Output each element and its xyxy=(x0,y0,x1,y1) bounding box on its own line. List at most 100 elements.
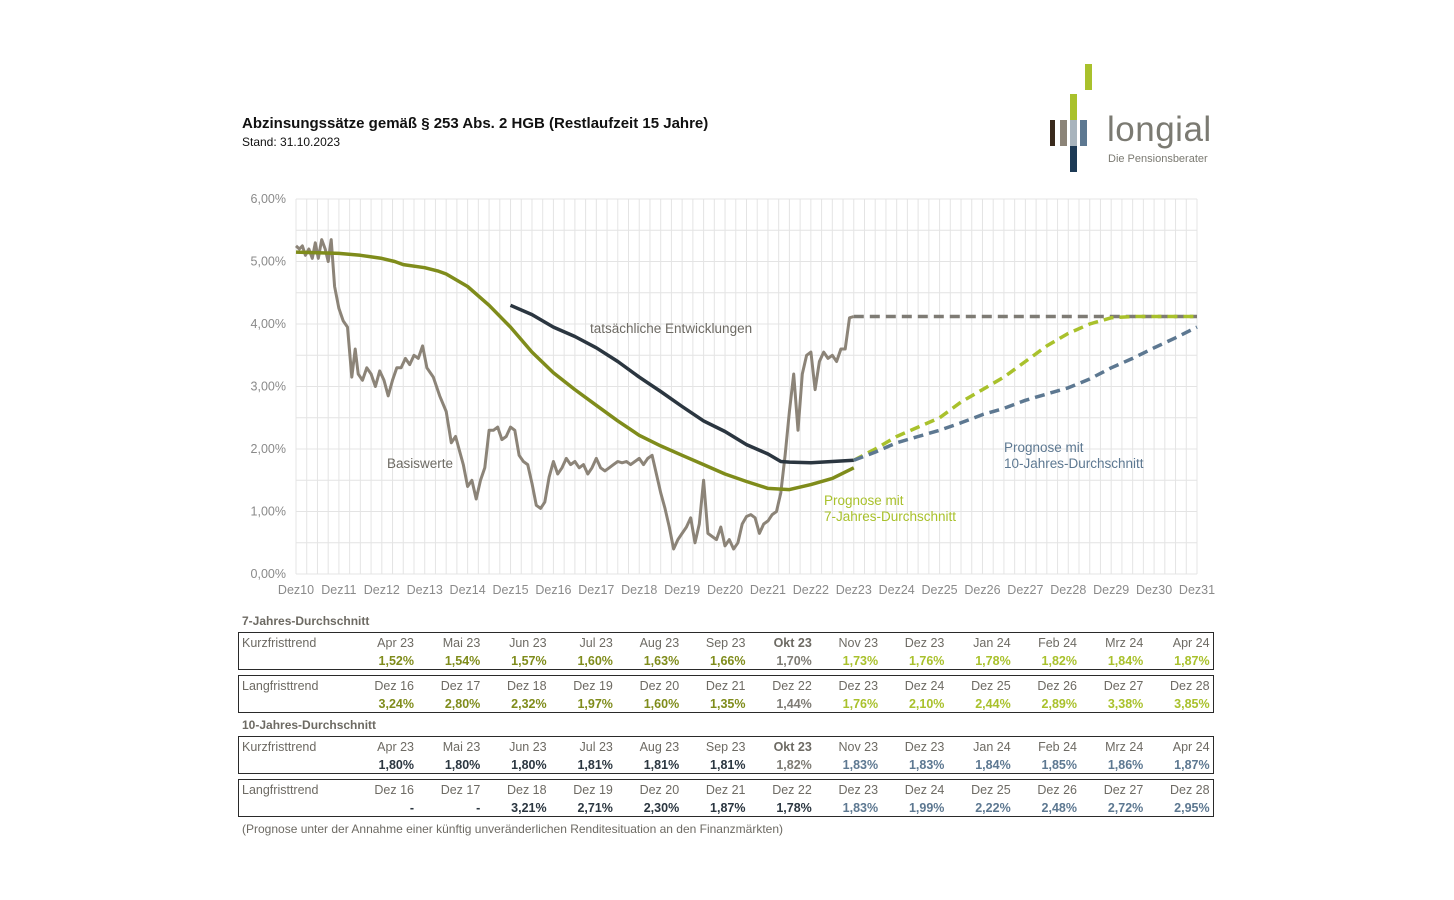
table-cell: 1,84% xyxy=(1107,654,1144,668)
table-cell: 1,80% xyxy=(378,758,414,772)
table-cell: 2,72% xyxy=(1107,801,1144,815)
x-tick-label: Dez26 xyxy=(964,583,1000,597)
annotation-prog7-line2: 7-Jahres-Durchschnitt xyxy=(824,509,956,524)
table-cell: 1,86% xyxy=(1107,758,1144,772)
longial-logo-icon xyxy=(1050,64,1092,172)
column-header: Apr 24 xyxy=(1172,740,1210,754)
logo-tagline: Die Pensionsberater xyxy=(1108,153,1208,165)
table-10y-short: Kurzfristtrend Apr 23 Mai 23 Jun 23 Jul 23 Au… xyxy=(238,736,1214,774)
column-header: Jun 23 xyxy=(509,740,547,754)
y-tick-label: 5,00% xyxy=(251,255,286,269)
section-title-7y: 7-Jahres-Durchschnitt xyxy=(242,614,370,628)
x-tick-label: Dez15 xyxy=(492,583,528,597)
table-cell: 1,52% xyxy=(378,654,414,668)
x-tick-label: Dez14 xyxy=(450,583,486,597)
column-header: Nov 23 xyxy=(838,740,879,754)
table-cell: 1,81% xyxy=(643,758,680,772)
table-7y-long: Langfristtrend Dez 16 Dez 17 Dez 18 Dez 19 De… xyxy=(238,675,1214,713)
table-cell: 1,87% xyxy=(1174,758,1210,772)
table-cell: 1,78% xyxy=(776,801,812,815)
column-header: Dez 28 xyxy=(1169,679,1210,693)
x-tick-label: Dez11 xyxy=(321,583,356,597)
column-header: Dez 25 xyxy=(971,783,1011,797)
column-header: Dez 17 xyxy=(440,679,481,693)
table-cell: 2,30% xyxy=(643,801,680,815)
column-header: Dez 28 xyxy=(1169,783,1210,797)
column-header: Dez 21 xyxy=(705,783,746,797)
x-tick-label: Dez17 xyxy=(578,583,614,597)
x-tick-label: Dez10 xyxy=(278,583,314,597)
column-header: Dez 25 xyxy=(971,679,1011,693)
y-tick-label: 2,00% xyxy=(251,442,286,456)
table-cell: 1,82% xyxy=(776,758,812,772)
annotation-basis: Basiswerte xyxy=(387,456,453,471)
y-tick-label: 0,00% xyxy=(251,567,286,581)
table-cell: 3,21% xyxy=(511,801,547,815)
y-tick-label: 1,00% xyxy=(251,505,286,519)
x-tick-label: Dez19 xyxy=(664,583,700,597)
table-cell: 1,87% xyxy=(710,801,746,815)
table-cell: 1,60% xyxy=(643,697,680,711)
column-header: Mai 23 xyxy=(442,636,481,650)
x-tick-label: Dez23 xyxy=(836,583,872,597)
chart-title: Abzinsungssätze gemäß § 253 Abs. 2 HGB (… xyxy=(242,115,709,132)
x-tick-label: Dez13 xyxy=(407,583,443,597)
column-header: Dez 22 xyxy=(772,783,812,797)
column-header: Dez 23 xyxy=(838,783,879,797)
column-header: Mrz 24 xyxy=(1105,740,1144,754)
annotation-prog10-line2: 10-Jahres-Durchschnitt xyxy=(1004,456,1144,471)
x-tick-label: Dez21 xyxy=(750,583,786,597)
x-tick-label: Dez16 xyxy=(535,583,571,597)
column-header: Dez 16 xyxy=(374,679,414,693)
column-header: Dez 23 xyxy=(904,636,945,650)
series-line-actual xyxy=(509,303,854,465)
table-cell: 1,78% xyxy=(975,654,1011,668)
column-header: Aug 23 xyxy=(639,636,680,650)
table-cell: 1,76% xyxy=(842,697,879,711)
column-header: Mrz 24 xyxy=(1105,636,1144,650)
column-header: Dez 18 xyxy=(506,679,547,693)
table-cell: 1,54% xyxy=(444,654,481,668)
series-line-prog7 xyxy=(852,314,1197,462)
table-cell: - xyxy=(409,801,414,815)
column-header: Apr 24 xyxy=(1172,636,1210,650)
chart-subtitle: Stand: 31.10.2023 xyxy=(242,135,341,149)
x-tick-label: Dez20 xyxy=(707,583,743,597)
series-line-prog10 xyxy=(853,325,1198,462)
column-header: Jul 23 xyxy=(579,740,613,754)
y-tick-label: 3,00% xyxy=(251,380,286,394)
y-tick-label: 4,00% xyxy=(251,317,286,331)
column-header: Jun 23 xyxy=(509,636,547,650)
column-header: Jan 24 xyxy=(973,740,1011,754)
x-tick-label: Dez12 xyxy=(364,583,400,597)
table-10y-long: Langfristtrend Dez 16 Dez 17 Dez 18 Dez 19 De… xyxy=(238,779,1214,817)
table-cell: 3,85% xyxy=(1174,697,1210,711)
annotation-prog7-line1: Prognose mit xyxy=(824,493,904,508)
column-header: Dez 20 xyxy=(639,679,680,693)
row-label: Langfristtrend xyxy=(242,679,319,693)
column-header: Feb 24 xyxy=(1038,740,1077,754)
annotation-prog10-line1: Prognose mit xyxy=(1004,440,1084,455)
column-header: Okt 23 xyxy=(773,740,812,754)
column-header: Dez 26 xyxy=(1037,679,1077,693)
table-cell: 1,82% xyxy=(1041,654,1077,668)
x-tick-label: Dez24 xyxy=(879,583,915,597)
table-cell: 1,80% xyxy=(444,758,481,772)
table-cell: 1,73% xyxy=(842,654,879,668)
table-cell: 3,38% xyxy=(1107,697,1144,711)
x-tick-label: Dez27 xyxy=(1007,583,1043,597)
column-header: Mai 23 xyxy=(442,740,481,754)
table-cell: 1,83% xyxy=(908,758,945,772)
column-header: Dez 23 xyxy=(838,679,879,693)
x-tick-label: Dez18 xyxy=(621,583,657,597)
table-cell: 2,48% xyxy=(1041,801,1077,815)
column-header: Dez 24 xyxy=(904,679,945,693)
x-tick-label: Dez22 xyxy=(793,583,829,597)
row-label: Kurzfristtrend xyxy=(242,636,317,650)
column-header: Dez 27 xyxy=(1103,679,1144,693)
column-header: Sep 23 xyxy=(705,740,746,754)
discount-rate-chart: 0,00% 1,00% 2,00% 3,00% 4,00% 5,00% 6,00% Dez10… xyxy=(251,192,1216,597)
table-cell: 1,97% xyxy=(577,697,613,711)
table-cell: 1,85% xyxy=(1041,758,1077,772)
column-header: Nov 23 xyxy=(838,636,879,650)
